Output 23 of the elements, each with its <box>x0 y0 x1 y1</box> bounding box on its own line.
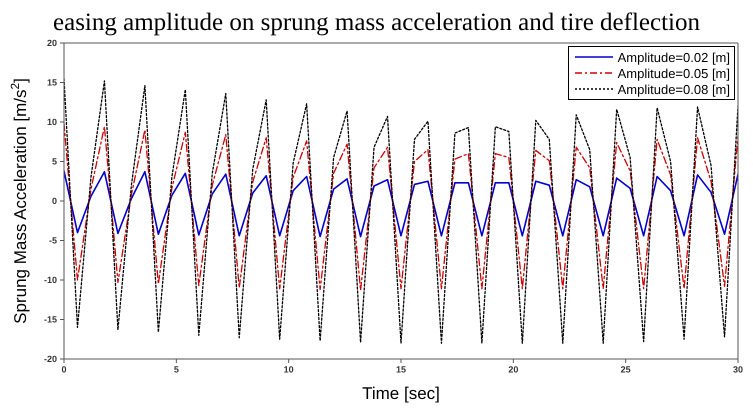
y-tick-label: -15 <box>44 314 57 325</box>
line-series <box>64 170 738 238</box>
y-tick-label: 0 <box>52 196 57 206</box>
legend-label: Amplitude=0.02 [m] <box>618 50 730 64</box>
y-tick-label: 15 <box>46 78 57 88</box>
y-tick-label: -5 <box>48 236 57 246</box>
x-tick-label: 25 <box>620 364 631 374</box>
x-tick-label: 5 <box>174 364 179 374</box>
x-axis-title: Time [sec] <box>362 384 440 403</box>
y-tick-label: 10 <box>46 117 57 128</box>
x-tick-label: 10 <box>284 364 294 374</box>
x-tick-label: 20 <box>508 364 518 374</box>
legend-label: Amplitude=0.08 [m] <box>618 82 730 96</box>
y-tick-label: 5 <box>52 156 57 167</box>
legend-label: Amplitude=0.05 [m] <box>618 66 730 80</box>
line-series <box>64 122 738 291</box>
x-tick-label: 30 <box>732 364 744 374</box>
x-tick-label: 0 <box>61 364 67 374</box>
y-tick-label: -20 <box>44 354 57 364</box>
x-tick-label: 15 <box>396 364 406 374</box>
y-tick-label: -10 <box>44 275 57 286</box>
chart-title: easing amplitude on sprung mass acceleration and tire deflection <box>52 8 701 38</box>
y-tick-label: 20 <box>46 38 57 48</box>
